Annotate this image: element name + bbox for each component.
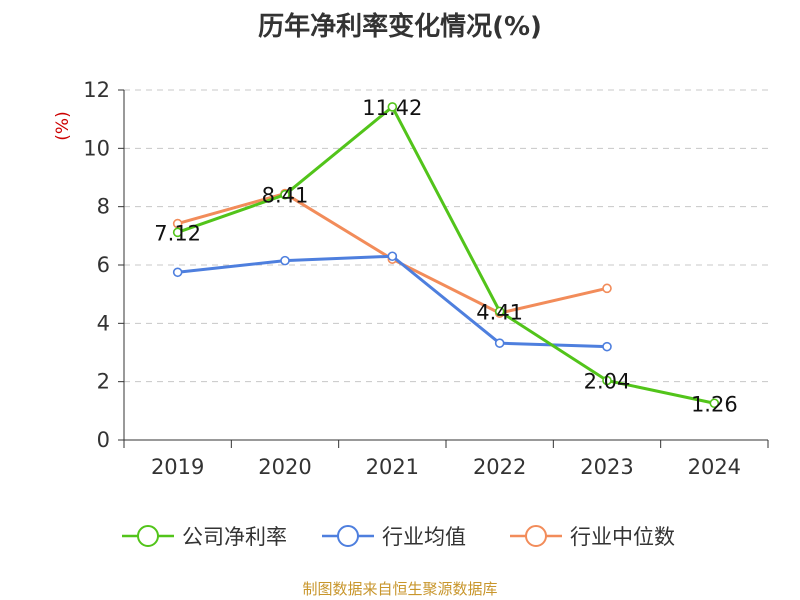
data-label: 4.41 [476, 300, 523, 324]
data-point [602, 375, 612, 386]
series-line-0 [177, 105, 715, 405]
data-point [494, 338, 505, 348]
data-point [280, 255, 290, 266]
series-lines [172, 102, 720, 409]
y-tick-label: 2 [97, 370, 110, 394]
data-point [602, 341, 612, 352]
data-point [387, 251, 398, 262]
y-tick-label: 4 [97, 311, 110, 335]
data-label: 11.42 [362, 96, 422, 120]
x-tick-label: 2019 [151, 455, 204, 479]
data-label: 2.04 [584, 370, 631, 394]
footer-source: 制图数据来自恒生聚源数据库 [302, 580, 498, 598]
x-tick-label: 2021 [366, 455, 419, 479]
data-point [387, 102, 398, 112]
y-tick-label: 10 [83, 136, 110, 160]
legend-label: 行业中位数 [570, 525, 675, 549]
legend-swatch-marker [525, 525, 547, 547]
y-tick-label: 0 [97, 428, 110, 452]
data-point [172, 227, 183, 238]
data-label: 1.26 [691, 392, 738, 416]
x-tick-label: 2020 [258, 455, 311, 479]
data-point [602, 283, 612, 294]
legend: 公司净利率 行业均值 行业中位数 [122, 525, 675, 549]
data-labels: 7.12 8.41 11.42 4.41 2.04 1.26 [154, 96, 737, 416]
data-point [709, 398, 720, 409]
y-tick-label: 8 [97, 195, 110, 219]
y-tick-label: 6 [97, 253, 110, 277]
y-tick-label: 12 [83, 78, 110, 102]
legend-label: 行业均值 [382, 525, 466, 549]
gridlines [124, 89, 768, 383]
data-point [280, 189, 290, 200]
legend-swatch-marker [337, 525, 359, 547]
x-tick-label: 2024 [688, 455, 741, 479]
data-label: 7.12 [154, 221, 201, 245]
data-label: 8.41 [262, 184, 309, 208]
y-axis-unit-label: (%) [53, 111, 73, 140]
data-point [494, 306, 505, 317]
axes: 0 2 4 6 8 10 12 (%) 2019 2020 2021 2022 2023 2024 [53, 78, 769, 479]
data-point [172, 267, 183, 278]
x-tick-label: 2022 [473, 455, 526, 479]
series-line-1 [177, 254, 608, 349]
x-tick-label: 2023 [580, 455, 633, 479]
legend-swatch-marker [137, 525, 159, 547]
legend-label: 公司净利率 [182, 525, 287, 549]
chart-title: 历年净利率变化情况(%) [258, 12, 542, 42]
